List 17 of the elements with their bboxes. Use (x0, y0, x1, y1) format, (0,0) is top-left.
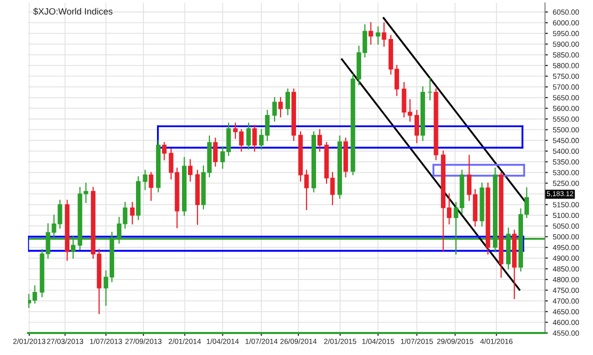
candlestick (213, 138, 218, 167)
candlestick (286, 88, 290, 116)
candlestick (272, 97, 277, 122)
candlestick (252, 124, 257, 152)
candlestick (317, 129, 322, 152)
candlestick (376, 26, 380, 45)
chart-title: $XJO:World Indices (33, 8, 112, 16)
candlestick (188, 159, 193, 182)
candlestick (278, 97, 283, 118)
candlestick (382, 22, 386, 47)
candlestick (368, 22, 374, 45)
candlestick (162, 142, 167, 160)
candlestick (130, 202, 135, 224)
candlestick (414, 110, 420, 144)
candlestick (148, 172, 154, 201)
candlestick (142, 170, 148, 190)
candlestick (246, 122, 251, 150)
